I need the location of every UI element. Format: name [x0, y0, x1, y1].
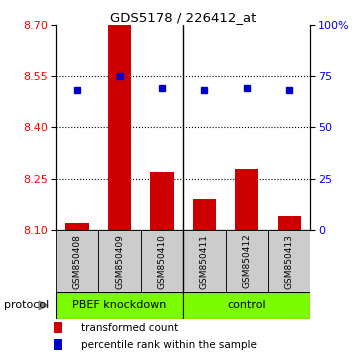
Text: GSM850413: GSM850413 — [285, 234, 294, 289]
Text: GSM850410: GSM850410 — [157, 234, 166, 289]
Text: protocol: protocol — [4, 300, 49, 310]
Bar — [108, 25, 131, 230]
Bar — [141, 230, 183, 292]
Text: PBEF knockdown: PBEF knockdown — [73, 300, 167, 310]
Bar — [268, 230, 310, 292]
Text: GSM850408: GSM850408 — [73, 234, 82, 289]
Text: GSM850409: GSM850409 — [115, 234, 124, 289]
Bar — [150, 172, 174, 230]
Text: GSM850412: GSM850412 — [242, 234, 251, 289]
Bar — [183, 230, 226, 292]
Bar — [226, 230, 268, 292]
Bar — [56, 230, 98, 292]
Bar — [54, 322, 62, 333]
Bar — [235, 169, 258, 230]
Title: GDS5178 / 226412_at: GDS5178 / 226412_at — [110, 11, 256, 24]
Bar — [56, 292, 183, 319]
Bar — [65, 223, 89, 230]
Bar — [193, 199, 216, 230]
Bar — [278, 216, 301, 230]
Text: transformed count: transformed count — [81, 323, 178, 333]
Text: percentile rank within the sample: percentile rank within the sample — [81, 340, 257, 350]
Text: GSM850411: GSM850411 — [200, 234, 209, 289]
Bar — [54, 339, 62, 350]
Bar — [183, 292, 310, 319]
Text: control: control — [227, 300, 266, 310]
Bar — [98, 230, 141, 292]
